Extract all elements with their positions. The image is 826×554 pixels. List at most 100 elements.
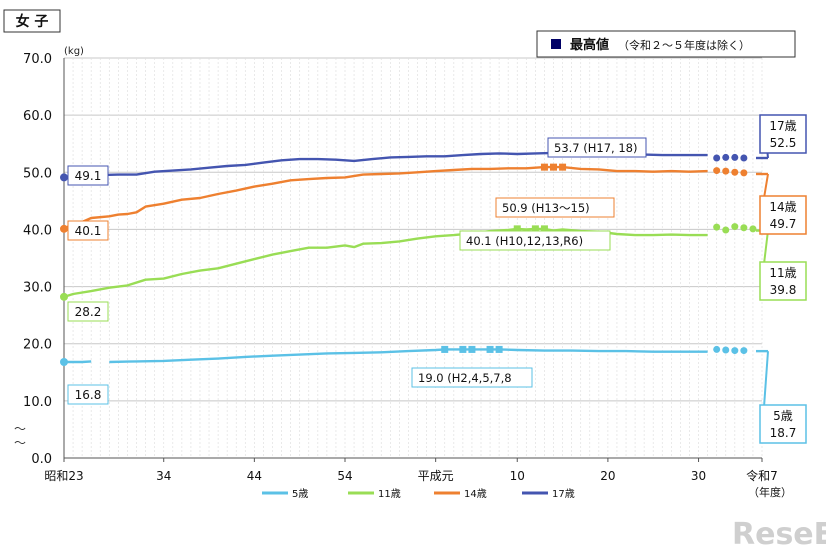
note-marker-icon bbox=[551, 39, 561, 49]
end-leader-5歳 bbox=[763, 351, 769, 408]
recent-point-5歳 bbox=[713, 345, 721, 353]
start-point-17歳 bbox=[60, 173, 68, 182]
max-label-17歳: 53.7 (H17, 18) bbox=[554, 141, 637, 155]
recent-point-14歳 bbox=[713, 167, 721, 175]
x-tick-label: 10 bbox=[510, 469, 525, 483]
axis-layer: 0.0 10.0 20.0 30.0 40.0 50.0 60.0 70.0 昭和23 34 44 5… bbox=[23, 52, 778, 483]
start-label-box-14歳 bbox=[67, 220, 109, 241]
end-label-box-17歳 bbox=[759, 114, 807, 154]
series-line-5歳 bbox=[109, 348, 708, 364]
end-label-value-11歳: 39.8 bbox=[770, 283, 797, 297]
max-point-14歳 bbox=[550, 163, 558, 171]
legend-label-14歳: 14歳 bbox=[464, 488, 487, 500]
end-label-value-17歳: 52.5 bbox=[770, 136, 797, 150]
axis-break-icon-2: ～ bbox=[14, 436, 26, 450]
legend: 5歳 11歳 14歳 17歳 bbox=[262, 488, 575, 500]
recent-point-11歳 bbox=[749, 225, 757, 233]
x-tick-label: 44 bbox=[247, 469, 262, 483]
y-tick-label: 20.0 bbox=[23, 338, 52, 353]
series-layer bbox=[60, 147, 768, 366]
max-point-5歳 bbox=[459, 345, 467, 353]
max-label-14歳: 50.9 (H13～15) bbox=[502, 201, 590, 215]
x-tick-label: 昭和23 bbox=[44, 469, 83, 483]
x-tick-label: 令和7 bbox=[746, 468, 778, 483]
max-label-box-17歳 bbox=[547, 137, 647, 158]
max-point-5歳 bbox=[468, 345, 476, 353]
x-tick-label: 54 bbox=[337, 469, 352, 483]
max-point-5歳 bbox=[495, 345, 503, 353]
end-label-value-5歳: 18.7 bbox=[770, 426, 797, 440]
x-unit-label: （年度） bbox=[748, 485, 792, 499]
recent-point-5歳 bbox=[722, 346, 730, 354]
end-label-name-5歳: 5歳 bbox=[773, 409, 793, 423]
max-point-11歳 bbox=[540, 225, 548, 233]
recent-point-11歳 bbox=[713, 223, 721, 231]
max-point-14歳 bbox=[540, 163, 548, 171]
recent-point-17歳 bbox=[740, 154, 748, 162]
recent-point-14歳 bbox=[731, 168, 739, 176]
series-line-5歳 bbox=[64, 360, 92, 364]
start-label-box-11歳 bbox=[67, 301, 109, 322]
recent-point-14歳 bbox=[722, 167, 730, 175]
recent-point-17歳 bbox=[722, 153, 730, 161]
note-box bbox=[536, 30, 796, 58]
start-label-box-5歳 bbox=[67, 384, 109, 405]
y-tick-label: 70.0 bbox=[23, 52, 52, 67]
start-label-box-17歳 bbox=[67, 165, 109, 186]
x-tick-label: 30 bbox=[691, 469, 706, 483]
end-label-name-17歳: 17歳 bbox=[769, 119, 796, 133]
end-label-box-14歳 bbox=[759, 195, 807, 235]
max-point-11歳 bbox=[513, 225, 521, 233]
legend-label-17歳: 17歳 bbox=[552, 488, 575, 500]
recent-point-17歳 bbox=[713, 154, 721, 162]
start-point-5歳 bbox=[60, 358, 68, 366]
recent-point-5歳 bbox=[731, 347, 739, 355]
label-layer: 16.8 19.0 (H2,4,5,7,8 5歳 18.7 28.2 40.1 (H10,… bbox=[67, 114, 807, 444]
max-label-5歳: 19.0 (H2,4,5,7,8 bbox=[418, 371, 512, 385]
note-label: 最高値 bbox=[570, 37, 609, 53]
end-label-name-14歳: 14歳 bbox=[769, 200, 796, 214]
note-detail: （令和２～５年度は除く） bbox=[618, 38, 750, 52]
max-point-5歳 bbox=[486, 345, 494, 353]
panel-title-box bbox=[3, 9, 61, 33]
legend-label-11歳: 11歳 bbox=[378, 488, 401, 500]
legend-label-5歳: 5歳 bbox=[292, 488, 308, 500]
start-point-14歳 bbox=[60, 224, 68, 233]
max-label-box-5歳 bbox=[411, 367, 533, 388]
start-label-17歳: 49.1 bbox=[75, 169, 102, 183]
recent-point-5歳 bbox=[740, 347, 748, 355]
start-label-14歳: 40.1 bbox=[75, 224, 102, 238]
end-leader-11歳 bbox=[763, 230, 769, 265]
recent-point-17歳 bbox=[731, 153, 739, 161]
axis-break-icon: ～ bbox=[14, 422, 26, 436]
series-line-14歳 bbox=[63, 165, 708, 230]
max-point-14歳 bbox=[559, 163, 567, 171]
end-label-value-14歳: 49.7 bbox=[770, 217, 797, 231]
recent-point-11歳 bbox=[731, 223, 739, 231]
y-tick-label: 30.0 bbox=[23, 281, 52, 296]
start-point-11歳 bbox=[60, 292, 68, 301]
max-point-11歳 bbox=[531, 225, 539, 233]
grid-layer bbox=[63, 57, 763, 459]
x-tick-label: 34 bbox=[156, 469, 171, 483]
end-label-box-5歳 bbox=[759, 404, 807, 444]
max-label-box-11歳 bbox=[459, 230, 611, 251]
max-label-box-14歳 bbox=[495, 197, 615, 218]
start-label-5歳: 16.8 bbox=[75, 388, 102, 402]
y-tick-label: 50.0 bbox=[23, 166, 52, 181]
y-tick-label: 0.0 bbox=[31, 452, 52, 467]
max-point-5歳 bbox=[441, 345, 449, 353]
end-leader-14歳 bbox=[763, 173, 769, 199]
x-tick-label: 20 bbox=[600, 469, 615, 483]
end-label-box-11歳 bbox=[759, 261, 807, 301]
max-label-11歳: 40.1 (H10,12,13,R6) bbox=[466, 234, 583, 248]
y-tick-label: 10.0 bbox=[23, 395, 52, 410]
y-unit-label: (kg) bbox=[64, 46, 84, 57]
recent-point-11歳 bbox=[722, 226, 730, 234]
x-tick-label: 平成元 bbox=[418, 469, 454, 483]
recent-point-14歳 bbox=[740, 169, 748, 177]
start-label-11歳: 28.2 bbox=[75, 305, 102, 319]
end-label-name-11歳: 11歳 bbox=[769, 266, 796, 280]
